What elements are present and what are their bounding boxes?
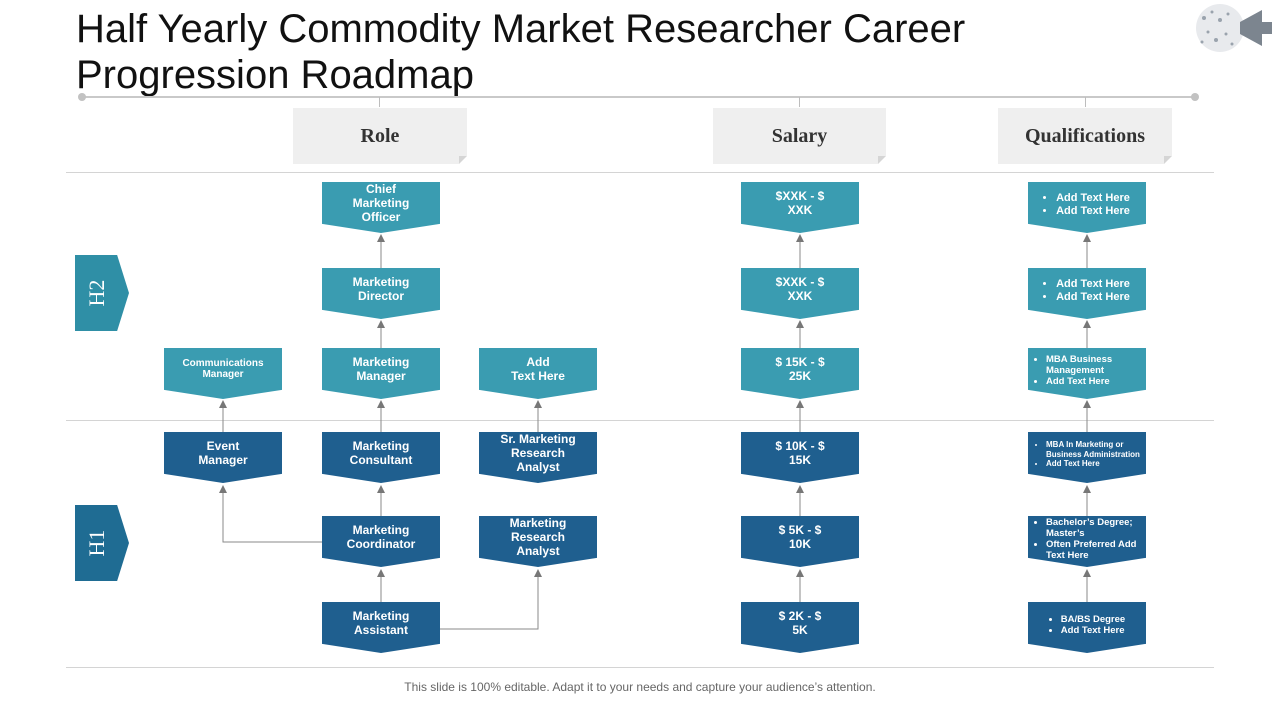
salary-node: $XXK - $ XXK — [741, 268, 859, 319]
qualification-item: Add Text Here — [1056, 205, 1130, 218]
h1-badge: H1 — [75, 505, 129, 581]
qualification-node: Bachelor’s Degree; Master’sOften Preferr… — [1028, 516, 1146, 567]
qualification-item: BA/BS Degree — [1061, 614, 1125, 625]
divider-dot-right — [1191, 93, 1199, 101]
qualification-item: Add Text Here — [1061, 625, 1125, 636]
qualification-item: MBA In Marketing or Business Administrat… — [1046, 440, 1140, 459]
qualification-item: Often Preferred Add Text Here — [1046, 539, 1140, 561]
header-separator — [66, 172, 1214, 173]
salary-header: Salary — [713, 108, 886, 164]
role-event-manager: Event Manager — [164, 432, 282, 483]
role-sr-marketing-research-analyst: Sr. Marketing Research Analyst — [479, 432, 597, 483]
qualification-item: Add Text Here — [1056, 192, 1130, 205]
qualification-item: MBA Business Management — [1046, 354, 1140, 376]
role-marketing-coordinator: Marketing Coordinator — [322, 516, 440, 567]
qualification-node: MBA Business ManagementAdd Text Here — [1028, 348, 1146, 399]
qualification-item: Bachelor’s Degree; Master’s — [1046, 517, 1140, 539]
qualifications-tick — [1085, 97, 1086, 107]
role-marketing-research-analyst: Marketing Research Analyst — [479, 516, 597, 567]
qualification-node: Add Text HereAdd Text Here — [1028, 268, 1146, 319]
role-marketing-manager: Marketing Manager — [322, 348, 440, 399]
salary-node: $ 5K - $ 10K — [741, 516, 859, 567]
qualification-item: Add Text Here — [1056, 278, 1130, 291]
qualification-node: Add Text HereAdd Text Here — [1028, 182, 1146, 233]
role-chief-marketing-officer: Chief Marketing Officer — [322, 182, 440, 233]
megaphone-logo-icon — [1196, 4, 1272, 52]
footer-note: This slide is 100% editable. Adapt it to… — [404, 680, 876, 694]
role-marketing-assistant: Marketing Assistant — [322, 602, 440, 653]
h2-badge: H2 — [75, 255, 129, 331]
role-tick — [379, 97, 380, 107]
salary-tick — [799, 97, 800, 107]
qualification-item: Add Text Here — [1046, 376, 1140, 387]
role-add-text: Add Text Here — [479, 348, 597, 399]
role-marketing-consultant: Marketing Consultant — [322, 432, 440, 483]
salary-node: $ 2K - $ 5K — [741, 602, 859, 653]
period-separator — [66, 420, 1214, 421]
salary-node: $ 15K - $ 25K — [741, 348, 859, 399]
qualification-item: Add Text Here — [1046, 459, 1140, 469]
qualifications-header: Qualifications — [998, 108, 1172, 164]
role-header: Role — [293, 108, 467, 164]
divider-dot-left — [78, 93, 86, 101]
qualification-node: BA/BS DegreeAdd Text Here — [1028, 602, 1146, 653]
bottom-separator — [66, 667, 1214, 668]
role-marketing-director: Marketing Director — [322, 268, 440, 319]
qualification-node: MBA In Marketing or Business Administrat… — [1028, 432, 1146, 483]
role-communications-manager: Communications Manager — [164, 348, 282, 399]
page-title: Half Yearly Commodity Market Researcher … — [76, 7, 966, 97]
qualification-item: Add Text Here — [1056, 291, 1130, 304]
salary-node: $ 10K - $ 15K — [741, 432, 859, 483]
salary-node: $XXK - $ XXK — [741, 182, 859, 233]
title-divider — [82, 96, 1196, 98]
